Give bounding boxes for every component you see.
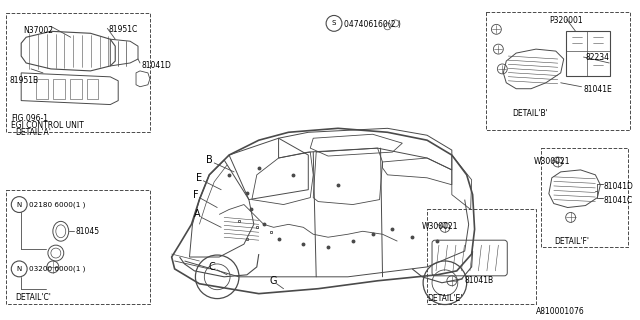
Text: E: E: [196, 173, 202, 183]
Bar: [6, 13, 150, 132]
Text: N: N: [17, 266, 22, 272]
Text: DETAIL'A': DETAIL'A': [15, 128, 51, 137]
Text: F: F: [193, 190, 198, 200]
Bar: [6, 190, 150, 304]
Text: N37002: N37002: [23, 26, 53, 35]
Text: DETAIL'C': DETAIL'C': [15, 293, 51, 302]
Bar: [70, 79, 81, 99]
Bar: [36, 79, 48, 99]
Bar: [541, 148, 628, 247]
Text: B: B: [206, 155, 212, 165]
Text: W300021: W300021: [422, 222, 459, 231]
Text: 81951B: 81951B: [10, 76, 38, 85]
Text: 047406160(2 ): 047406160(2 ): [344, 20, 401, 29]
Text: A810001076: A810001076: [536, 307, 585, 316]
Text: S: S: [332, 20, 336, 26]
Text: 81041B: 81041B: [465, 276, 494, 285]
Text: EGI CONTROL UNIT: EGI CONTROL UNIT: [12, 121, 84, 130]
Text: 81041E: 81041E: [584, 85, 612, 94]
Text: 02180 6000(1 ): 02180 6000(1 ): [29, 202, 86, 208]
Bar: [486, 12, 630, 130]
Text: 81041D: 81041D: [142, 61, 172, 70]
Text: 03200 6000(1 ): 03200 6000(1 ): [29, 266, 86, 272]
Text: C: C: [209, 262, 216, 272]
Text: 81041D: 81041D: [604, 182, 633, 191]
Bar: [86, 79, 99, 99]
Text: W300021: W300021: [534, 157, 570, 166]
Text: N: N: [17, 202, 22, 208]
Text: DETAIL'B': DETAIL'B': [512, 108, 548, 117]
Text: A: A: [194, 210, 201, 220]
Bar: [427, 210, 536, 304]
Text: P320001: P320001: [549, 16, 582, 26]
Text: 81041C: 81041C: [604, 196, 632, 204]
Text: DETAIL'E': DETAIL'E': [427, 294, 463, 303]
Bar: [53, 79, 65, 99]
Bar: [566, 31, 610, 76]
Text: DETAIL'F': DETAIL'F': [554, 237, 589, 246]
Text: G: G: [270, 276, 277, 286]
Text: 81045: 81045: [76, 227, 100, 236]
Text: 82234: 82234: [586, 53, 609, 62]
Text: FIG.096-1: FIG.096-1: [12, 115, 48, 124]
Text: 81951C: 81951C: [108, 25, 138, 34]
